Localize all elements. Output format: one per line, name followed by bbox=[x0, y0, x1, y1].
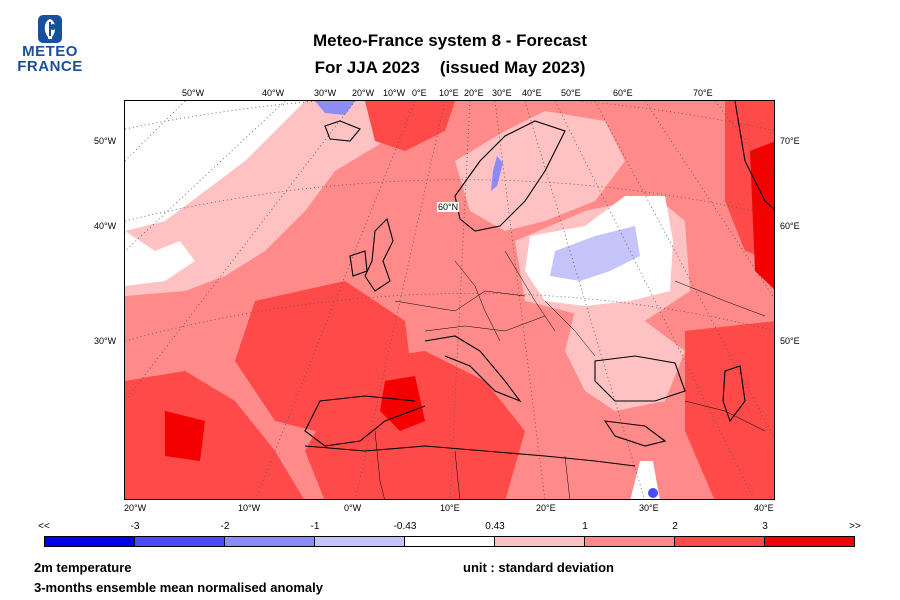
weak-anomaly-turkey bbox=[565, 311, 685, 411]
strong-anomaly-middle-east bbox=[685, 321, 774, 499]
neutral-area-north-atlantic bbox=[125, 101, 305, 231]
colorbar-segment bbox=[45, 537, 135, 546]
top-tick: 50°W bbox=[182, 88, 205, 98]
colorbar-segment bbox=[675, 537, 765, 546]
colorbar-label: 2 bbox=[672, 521, 678, 532]
colorbar-label: >> bbox=[849, 521, 861, 532]
borders bbox=[374, 250, 766, 499]
anomaly-map-svg bbox=[125, 101, 774, 499]
top-tick: 20°W bbox=[352, 88, 375, 98]
left-tick: 50°W bbox=[94, 136, 117, 146]
left-tick: 30°W bbox=[94, 336, 117, 346]
bottom-tick: 40°E bbox=[754, 503, 774, 513]
bottom-tick: 20°E bbox=[536, 503, 556, 513]
caspian-coast bbox=[722, 365, 746, 423]
iceland-coast bbox=[324, 120, 361, 142]
turkey-coast bbox=[603, 420, 667, 447]
logo-text-line2: FRANCE bbox=[17, 58, 83, 75]
colorbar-label: -1 bbox=[310, 521, 320, 532]
bottom-tick: 10°E bbox=[440, 503, 460, 513]
colorbar-segment bbox=[585, 537, 675, 546]
top-tick: 10°E bbox=[439, 88, 459, 98]
top-tick: 40°E bbox=[522, 88, 542, 98]
season-label: For JJA 2023 bbox=[314, 58, 420, 77]
colorbar-label: 3 bbox=[762, 521, 768, 532]
colorbar-label: 0.43 bbox=[485, 521, 505, 532]
logo-emblem-icon bbox=[38, 15, 62, 43]
graticule bbox=[125, 101, 774, 499]
variable-label: 2m temperature bbox=[34, 560, 132, 575]
scandinavia-coast bbox=[454, 120, 566, 232]
cold-spot-iceland bbox=[315, 101, 355, 115]
chart-title: Meteo-France system 8 - Forecast bbox=[313, 31, 587, 50]
top-tick: 20°E bbox=[464, 88, 484, 98]
colorbar-segment bbox=[495, 537, 585, 546]
logo-text-line1: METEO bbox=[22, 43, 78, 60]
colorbar bbox=[44, 536, 855, 547]
bottom-tick: 0°W bbox=[344, 503, 362, 513]
colorbar-segment bbox=[765, 537, 854, 546]
top-tick: 10°W bbox=[383, 88, 406, 98]
meteo-france-logo: METEO FRANCE bbox=[14, 14, 86, 74]
very-strong-anomaly-kazakhstan bbox=[750, 141, 774, 290]
ireland-coast bbox=[349, 250, 368, 277]
issue-label: (issued May 2023) bbox=[439, 58, 586, 77]
colorbar-segment bbox=[315, 537, 405, 546]
colorbar-label: -2 bbox=[220, 521, 230, 532]
top-tick: 40°W bbox=[262, 88, 285, 98]
description-label: 3-months ensemble mean normalised anomal… bbox=[34, 580, 323, 595]
colorbar-label: -0.43 bbox=[393, 521, 417, 532]
colorbar-label: 1 bbox=[582, 521, 588, 532]
iberia-coast bbox=[304, 395, 426, 447]
top-tick: 50°E bbox=[561, 88, 581, 98]
top-tick: 0°E bbox=[412, 88, 427, 98]
colorbar-segment bbox=[405, 537, 495, 546]
top-tick: 30°W bbox=[314, 88, 337, 98]
north-africa-coast bbox=[304, 445, 636, 467]
anomaly-map bbox=[124, 100, 775, 500]
colorbar-segment bbox=[225, 537, 315, 546]
ural-coast bbox=[734, 101, 774, 210]
colorbar-label: << bbox=[38, 521, 50, 532]
very-strong-anomaly-north-africa bbox=[380, 376, 425, 431]
cold-area-central-russia bbox=[550, 226, 640, 281]
right-tick: 70°E bbox=[780, 136, 800, 146]
right-tick: 60°E bbox=[780, 221, 800, 231]
bottom-tick: 20°W bbox=[124, 503, 147, 513]
left-tick: 40°W bbox=[94, 221, 117, 231]
colorbar-label: -3 bbox=[130, 521, 140, 532]
weak-anomaly-scandinavia bbox=[455, 111, 625, 231]
right-tick: 50°E bbox=[780, 336, 800, 346]
black-sea-coast bbox=[594, 355, 686, 402]
top-tick: 70°E bbox=[693, 88, 713, 98]
strong-anomaly-subtropical-atlantic bbox=[125, 371, 304, 499]
bottom-tick: 10°W bbox=[238, 503, 261, 513]
top-tick: 30°E bbox=[492, 88, 512, 98]
cold-spot-nile bbox=[648, 488, 658, 498]
top-tick: 60°E bbox=[613, 88, 633, 98]
cold-spot-gulf-of-bothnia bbox=[491, 156, 503, 191]
neutral-area-west-atlantic bbox=[125, 231, 195, 286]
italy-coast bbox=[424, 335, 522, 403]
colorbar-segment bbox=[135, 537, 225, 546]
unit-label: unit : standard deviation bbox=[463, 560, 614, 575]
britain-coast bbox=[364, 217, 394, 292]
strong-anomaly-norwegian-sea bbox=[365, 101, 455, 151]
very-strong-anomaly-atlantic bbox=[165, 411, 205, 461]
coastlines bbox=[304, 101, 774, 467]
bottom-tick: 30°E bbox=[639, 503, 659, 513]
chart-subtitle: For JJA 2023 (issued May 2023) bbox=[240, 58, 660, 78]
latitude-60n-label: 60°N bbox=[437, 202, 460, 212]
